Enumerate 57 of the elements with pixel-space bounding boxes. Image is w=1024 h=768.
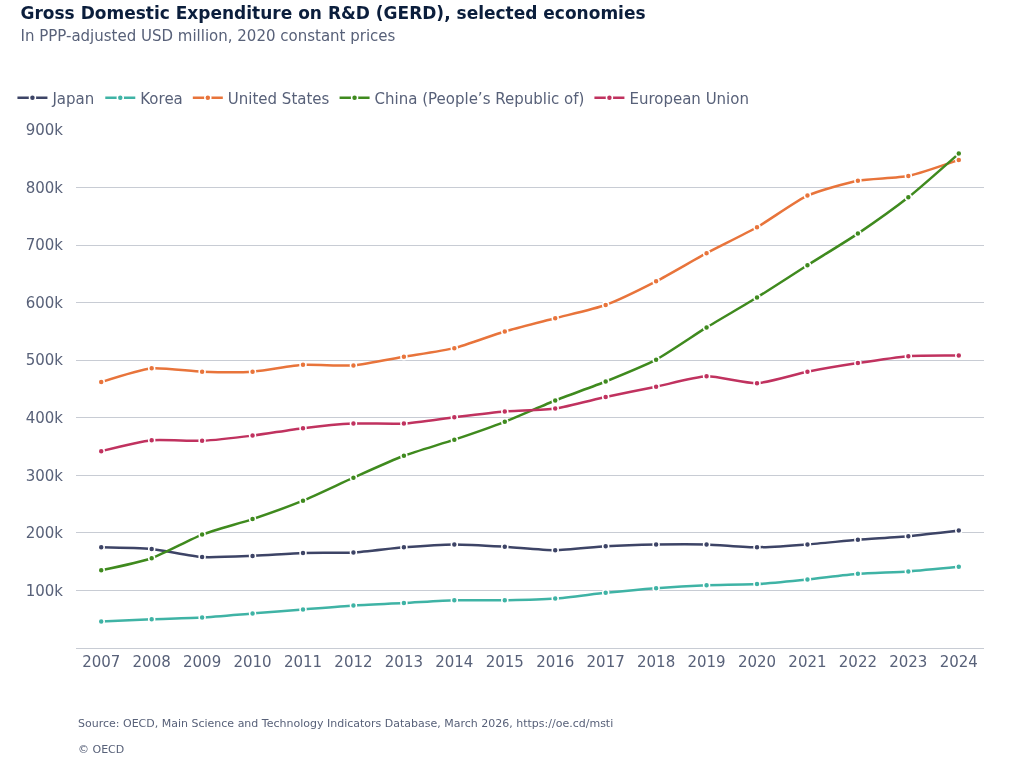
point — [854, 229, 862, 238]
x-tick-label: 2018 — [637, 653, 676, 671]
legend-label: China (People’s Republic of) — [374, 89, 585, 108]
y-tick-label: 500k — [25, 351, 64, 370]
x-tick-label: 2007 — [82, 653, 121, 671]
legend-label: European Union — [629, 89, 749, 108]
point — [400, 599, 408, 607]
x-tick-label: 2019 — [687, 653, 726, 671]
x-tick-label: 2015 — [485, 653, 524, 671]
x-tick-label: 2009 — [183, 653, 222, 671]
point — [400, 452, 408, 460]
point — [753, 293, 761, 302]
x-tick-label: 2012 — [334, 653, 373, 671]
text: © OECD — [78, 743, 125, 756]
point — [854, 359, 862, 367]
x-tick-label: 2014 — [435, 653, 474, 671]
point — [198, 553, 206, 561]
point — [753, 580, 761, 588]
x-tick-label: 2011 — [283, 653, 323, 671]
legend-label: United States — [227, 89, 330, 108]
x-tick-label: 2016 — [536, 653, 575, 671]
x-tick-label: 2021 — [788, 653, 827, 671]
y-tick-label: 100k — [25, 581, 64, 600]
x-tick-label: 2022 — [838, 653, 877, 671]
y-tick-label: 800k — [25, 178, 64, 197]
point — [904, 193, 913, 202]
legend-label: Japan — [51, 89, 95, 108]
y-tick-label: 200k — [25, 524, 64, 543]
point — [652, 355, 660, 364]
point — [601, 301, 610, 309]
point — [299, 549, 307, 557]
chart-subtitle: In PPP-adjusted USD million, 2020 constant prices — [20, 27, 396, 46]
y-tick-label: 900k — [25, 121, 64, 140]
source-note: Source: OECD, Main Science and Technology Indicators Database, March 2026, https://oe.cd/msti — [78, 717, 614, 730]
x-tick-label: 2024 — [939, 653, 978, 671]
y-tick-label: 300k — [25, 466, 64, 485]
point — [400, 353, 408, 361]
point — [904, 172, 913, 180]
y-tick-label: 600k — [25, 293, 64, 312]
point — [147, 554, 156, 562]
point — [501, 418, 509, 426]
point — [702, 249, 711, 257]
legend-label: Korea — [140, 89, 183, 108]
x-tick-label: 2010 — [233, 653, 272, 671]
chart-title: Gross Domestic Expenditure on R&D (GERD), selected economies — [20, 3, 646, 24]
x-tick-label: 2013 — [384, 653, 423, 671]
x-tick-label: 2008 — [132, 653, 171, 671]
point — [601, 393, 610, 401]
x-tick-label: 2020 — [737, 653, 777, 671]
point — [147, 545, 156, 553]
x-tick-label: 2023 — [889, 653, 928, 671]
point — [702, 323, 711, 332]
y-tick-label: 400k — [25, 409, 64, 428]
y-tick-label: 700k — [25, 236, 64, 255]
point — [248, 552, 257, 560]
x-tick-label: 2017 — [586, 653, 625, 671]
point — [248, 515, 257, 523]
